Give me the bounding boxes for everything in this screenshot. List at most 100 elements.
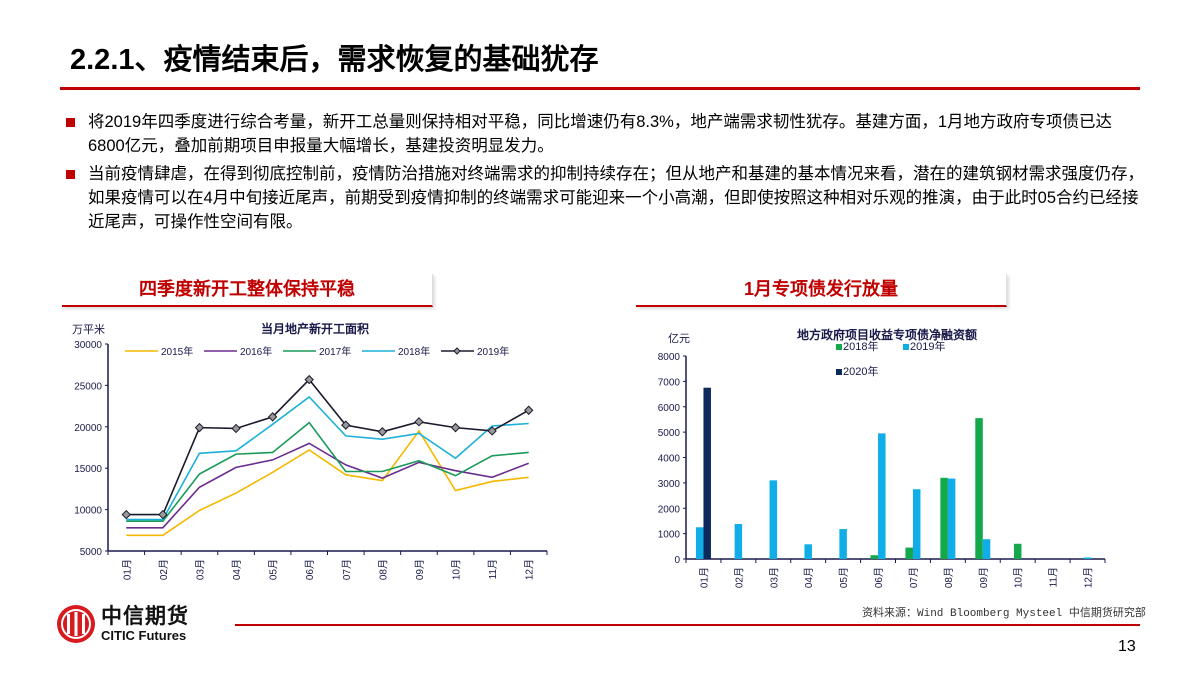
bar-2019年-08月: [947, 478, 956, 559]
x-tick-label: 10月: [1013, 567, 1025, 588]
x-tick-label: 02月: [733, 567, 745, 588]
bar-2019年-12月: [1083, 557, 1092, 559]
x-tick-label: 09月: [978, 567, 990, 588]
x-tick-label: 09月: [414, 559, 426, 580]
series-line-2015年: [126, 429, 529, 537]
x-tick-label: 08月: [943, 567, 955, 588]
x-tick-label: 04月: [803, 567, 815, 588]
y-tick-label: 1000: [658, 530, 681, 541]
x-tick-label: 12月: [1083, 567, 1095, 588]
bullet-square-icon: [66, 118, 75, 127]
bar-2019年-01月: [695, 527, 704, 559]
legend-swatch: [903, 344, 909, 350]
y-tick-label: 15000: [74, 464, 102, 475]
logo-text-en: CITIC Futures: [101, 627, 187, 643]
legend-label: 2020年: [843, 364, 878, 378]
x-tick-label: 01月: [698, 567, 710, 588]
y-tick-label: 3000: [658, 479, 681, 490]
bar-2019年-02月: [734, 523, 743, 559]
bar-2018年-10月: [1013, 543, 1022, 559]
data-point-marker: [341, 420, 351, 430]
bar-2020年-01月: [703, 387, 711, 559]
bar-2019年-06月: [878, 433, 886, 559]
y-tick-label: 4000: [658, 454, 681, 465]
legend-label: 2017年: [319, 345, 351, 358]
bullet-item: 当前疫情肆虐，在得到彻底控制前，疫情防治措施对终端需求的抑制持续存在；但从地产和…: [66, 162, 1146, 234]
data-point-marker: [194, 422, 205, 433]
x-tick-label: 05月: [268, 559, 280, 580]
bar-2018年-07月: [905, 547, 913, 559]
x-tick-label: 08月: [377, 559, 389, 580]
y-tick-label: 0: [674, 555, 680, 566]
data-point-marker: [267, 412, 278, 422]
legend-label: 2019年: [910, 339, 945, 353]
data-point-marker: [524, 405, 534, 415]
y-tick-label: 8000: [658, 352, 681, 363]
y-axis-unit: 万平米: [72, 323, 105, 336]
title-divider: [60, 87, 1140, 90]
y-tick-label: 7000: [658, 377, 681, 388]
series-line-2017年: [126, 421, 529, 522]
data-point-marker: [231, 423, 241, 434]
citic-logo-icon: [57, 605, 95, 643]
legend-swatch: [836, 344, 842, 350]
data-point-marker: [158, 509, 168, 520]
x-tick-label: 04月: [231, 559, 243, 580]
y-tick-label: 10000: [74, 506, 102, 517]
x-tick-label: 10月: [451, 559, 463, 580]
page-number: 13: [1118, 638, 1136, 655]
legend-swatch: [836, 369, 842, 375]
data-point-marker: [304, 374, 314, 385]
y-axis-unit: 亿元: [668, 332, 690, 345]
y-tick-label: 20000: [74, 423, 102, 434]
x-tick-label: 01月: [121, 559, 133, 580]
bar-2019年-09月: [982, 539, 991, 559]
x-tick-label: 06月: [304, 559, 316, 580]
chart-title: 当月地产新开工面积: [261, 321, 369, 336]
bullet-text: 当前疫情肆虐，在得到彻底控制前，疫情防治措施对终端需求的抑制持续存在；但从地产和…: [88, 165, 1144, 231]
bar-2019年-05月: [839, 529, 847, 559]
y-tick-label: 6000: [658, 403, 681, 414]
series-line-2018年: [126, 395, 529, 521]
y-tick-label: 2000: [658, 504, 681, 515]
legend-marker: [453, 347, 461, 355]
bullet-text: 将2019年四季度进行综合考量，新开工总量则保持相对平稳，同比增速仍有8.3%，…: [88, 113, 1112, 155]
data-point-marker: [377, 427, 388, 437]
x-tick-label: 07月: [341, 559, 353, 580]
bar-2018年-08月: [940, 477, 948, 559]
y-tick-label: 5000: [658, 428, 681, 439]
x-tick-label: 03月: [768, 567, 780, 588]
section-header-right: 1月专项债发行放量: [636, 274, 1007, 307]
bar-2019年-07月: [912, 489, 921, 559]
x-tick-label: 12月: [524, 559, 536, 580]
x-tick-label: 11月: [1048, 567, 1060, 587]
bar-2019年-03月: [769, 480, 778, 559]
legend-label: 2016年: [240, 345, 272, 358]
bullet-square-icon: [66, 170, 75, 179]
series-line-2019年: [126, 378, 530, 516]
y-tick-label: 30000: [74, 340, 102, 351]
source-note: 资料来源：Wind Bloomberg Mysteel 中信期货研究部: [862, 608, 1146, 620]
x-tick-label: 02月: [158, 559, 170, 580]
legend-label: 2018年: [843, 339, 878, 353]
x-tick-label: 07月: [908, 567, 920, 588]
x-tick-label: 06月: [873, 567, 885, 588]
chart-title: 地方政府项目收益专项债净融资额: [797, 327, 977, 342]
bullet-item: 将2019年四季度进行综合考量，新开工总量则保持相对平稳，同比增速仍有8.3%，…: [66, 110, 1146, 158]
legend-label: 2019年: [477, 345, 509, 358]
data-point-marker: [487, 426, 497, 436]
page-title: 2.2.1、疫情结束后，需求恢复的基础犹存: [70, 44, 599, 76]
footer-divider: [235, 624, 1140, 626]
x-tick-label: 11月: [487, 559, 499, 579]
section-header-left: 四季度新开工整体保持平稳: [62, 274, 433, 307]
legend-label: 2015年: [161, 345, 193, 358]
x-tick-label: 05月: [838, 567, 850, 588]
bar-2019年-04月: [804, 544, 812, 559]
y-tick-label: 5000: [80, 547, 103, 558]
logo-text-cn: 中信期货: [101, 604, 189, 628]
y-tick-label: 25000: [74, 381, 102, 392]
data-point-marker: [450, 422, 461, 433]
bar-2018年-09月: [975, 418, 983, 559]
